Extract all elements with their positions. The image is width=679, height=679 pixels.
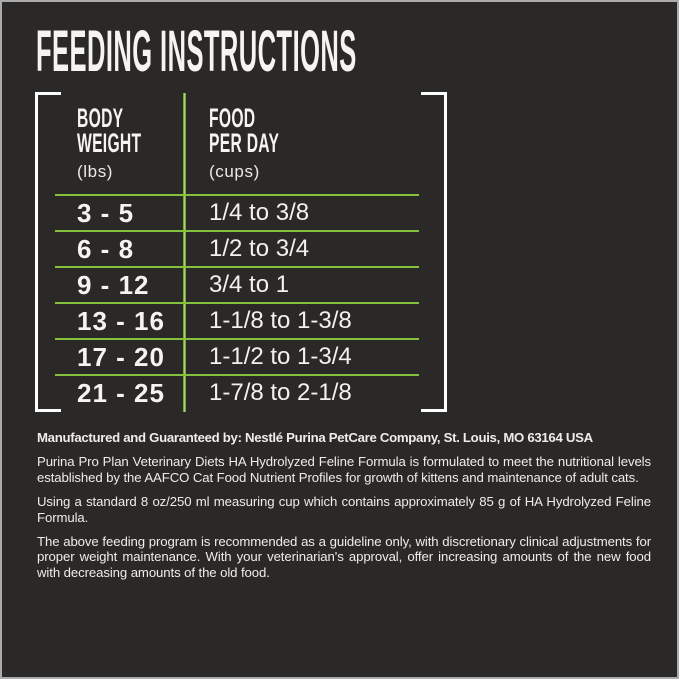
footer-paragraph-aafco: Purina Pro Plan Veterinary Diets HA Hydr… <box>37 454 651 485</box>
table-grid: BODY WEIGHT (lbs) FOOD PER DAY (cups) 3 … <box>55 92 419 410</box>
feeding-table: BODY WEIGHT (lbs) FOOD PER DAY (cups) 3 … <box>35 92 447 412</box>
table-row: 9 - 12 3/4 to 1 <box>55 266 419 302</box>
weight-value: 3 - 5 <box>77 197 135 228</box>
weight-cell: 21 - 25 <box>55 378 183 409</box>
table-row: 21 - 25 1-7/8 to 2-1/8 <box>55 374 419 410</box>
weight-value: 17 - 20 <box>77 341 165 372</box>
food-value: 1-1/2 to 1-3/4 <box>209 343 352 370</box>
weight-cell: 9 - 12 <box>55 270 183 301</box>
footer-text-block: Manufactured and Guaranteed by: Nestlé P… <box>37 430 651 589</box>
weight-value: 6 - 8 <box>77 233 135 264</box>
table-row: 17 - 20 1-1/2 to 1-3/4 <box>55 338 419 374</box>
header-food-per-day: FOOD PER DAY (cups) <box>183 103 419 194</box>
weight-cell: 17 - 20 <box>55 342 183 373</box>
weight-cell: 13 - 16 <box>55 306 183 337</box>
food-cell: 1/4 to 3/8 <box>183 199 419 227</box>
food-cell: 1-7/8 to 2-1/8 <box>183 379 419 407</box>
header-body-weight-label: BODY WEIGHT <box>77 103 142 158</box>
food-cell: 1-1/2 to 1-3/4 <box>183 343 419 371</box>
food-value: 1/4 to 3/8 <box>209 199 310 226</box>
weight-value: 21 - 25 <box>77 377 165 408</box>
header-food-per-day-label: FOOD PER DAY <box>209 103 280 158</box>
footer-paragraph-measuring-cup: Using a standard 8 oz/250 ml measuring c… <box>37 494 651 525</box>
food-value: 1-7/8 to 2-1/8 <box>209 379 352 406</box>
table-row: 3 - 5 1/4 to 3/8 <box>55 194 419 230</box>
table-header-row: BODY WEIGHT (lbs) FOOD PER DAY (cups) <box>55 92 419 194</box>
food-cell: 1-1/8 to 1-3/8 <box>183 307 419 335</box>
food-value: 1/2 to 3/4 <box>209 235 310 262</box>
column-divider-line <box>183 93 186 412</box>
footer-paragraph-guideline: The above feeding program is recommended… <box>37 534 651 580</box>
header-food-per-day-unit: (cups) <box>209 162 260 181</box>
manufacturer-line: Manufactured and Guaranteed by: Nestlé P… <box>37 430 593 445</box>
page-title: FEEDING INSTRUCTIONS <box>36 19 357 84</box>
food-cell: 1/2 to 3/4 <box>183 235 419 263</box>
weight-cell: 3 - 5 <box>55 198 183 229</box>
weight-value: 9 - 12 <box>77 269 150 300</box>
bracket-left-decoration <box>35 92 61 412</box>
header-body-weight-unit: (lbs) <box>77 162 114 181</box>
header-body-weight: BODY WEIGHT (lbs) <box>55 103 183 194</box>
table-row: 13 - 16 1-1/8 to 1-3/8 <box>55 302 419 338</box>
bracket-right-decoration <box>421 92 447 412</box>
food-cell: 3/4 to 1 <box>183 271 419 299</box>
food-value: 1-1/8 to 1-3/8 <box>209 307 352 334</box>
table-row: 6 - 8 1/2 to 3/4 <box>55 230 419 266</box>
weight-value: 13 - 16 <box>77 305 165 336</box>
food-value: 3/4 to 1 <box>209 271 290 298</box>
weight-cell: 6 - 8 <box>55 234 183 265</box>
